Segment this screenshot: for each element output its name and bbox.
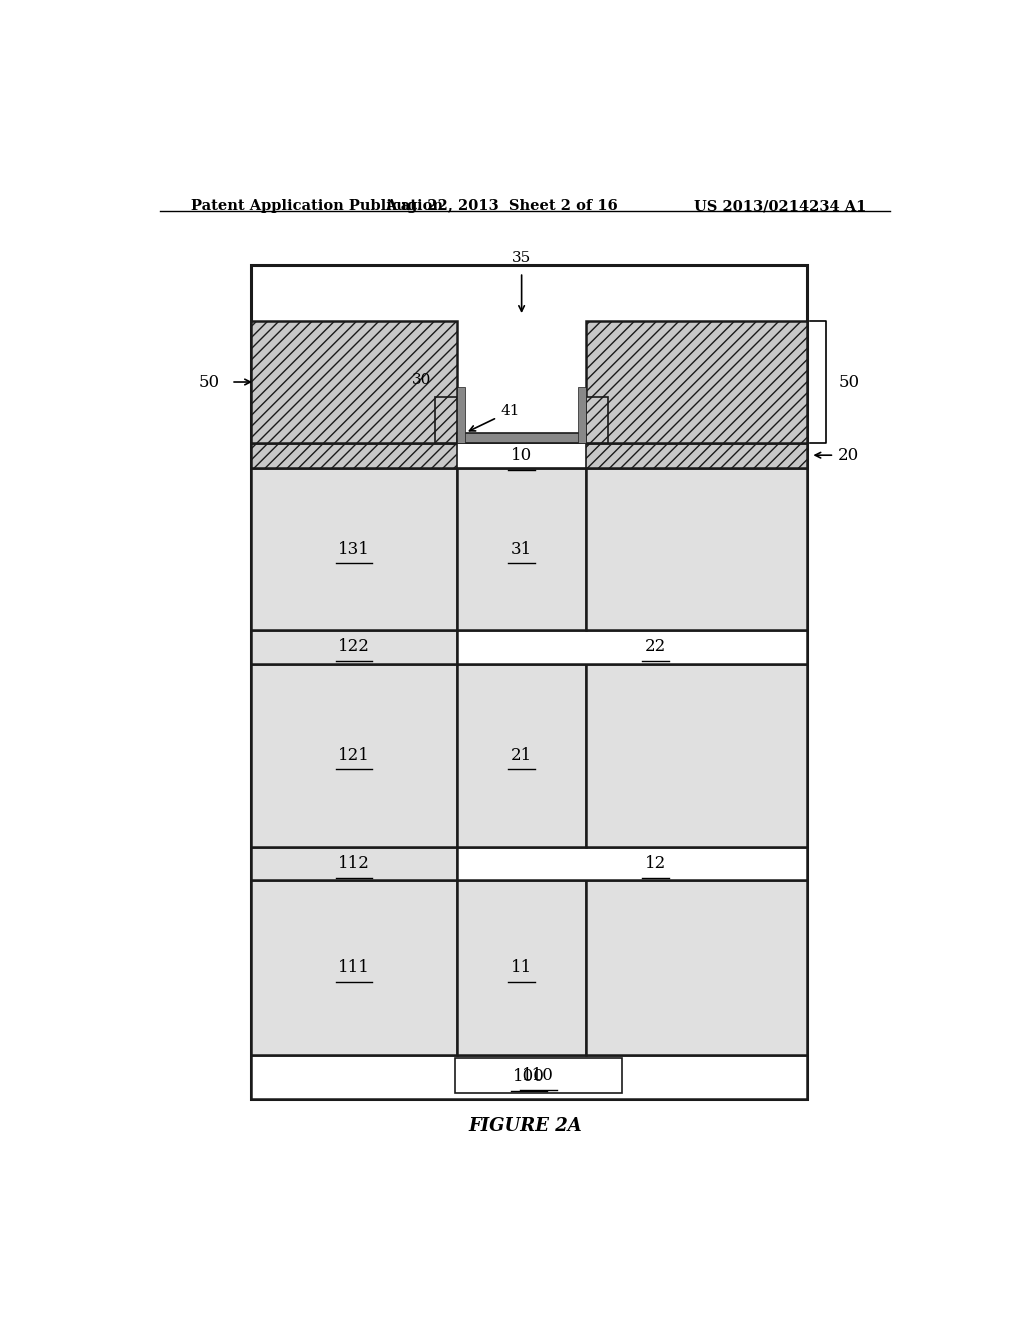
- Bar: [251, 630, 458, 664]
- Bar: [251, 265, 807, 1098]
- Bar: [435, 397, 458, 444]
- Text: 41: 41: [501, 404, 520, 417]
- Bar: [251, 469, 458, 630]
- Text: 122: 122: [338, 639, 370, 655]
- Bar: [586, 397, 608, 444]
- Bar: [458, 469, 586, 630]
- Text: 31: 31: [511, 541, 532, 558]
- Bar: [578, 387, 586, 444]
- Text: 21: 21: [511, 747, 532, 763]
- Bar: [586, 469, 807, 630]
- Text: US 2013/0214234 A1: US 2013/0214234 A1: [693, 199, 866, 213]
- Bar: [586, 321, 807, 444]
- Text: 11: 11: [511, 958, 532, 975]
- Bar: [458, 433, 586, 444]
- Text: Patent Application Publication: Patent Application Publication: [191, 199, 443, 213]
- Bar: [251, 1055, 807, 1098]
- Bar: [458, 630, 807, 664]
- Text: Aug. 22, 2013  Sheet 2 of 16: Aug. 22, 2013 Sheet 2 of 16: [385, 199, 617, 213]
- Bar: [251, 321, 458, 444]
- Bar: [251, 846, 458, 880]
- Text: 22: 22: [645, 639, 667, 655]
- Bar: [251, 444, 807, 469]
- Text: 110: 110: [522, 1067, 554, 1084]
- Text: 112: 112: [338, 855, 370, 871]
- Bar: [458, 387, 465, 444]
- Bar: [458, 846, 807, 880]
- Text: 100: 100: [513, 1068, 545, 1085]
- Text: 12: 12: [645, 855, 667, 871]
- Bar: [458, 444, 586, 469]
- Text: 121: 121: [338, 747, 370, 763]
- Text: 10: 10: [511, 447, 532, 465]
- Text: 30: 30: [412, 374, 431, 387]
- Bar: [455, 1057, 622, 1093]
- Text: 50: 50: [839, 374, 859, 391]
- Text: 111: 111: [338, 958, 370, 975]
- Text: 35: 35: [512, 251, 531, 265]
- Bar: [458, 880, 586, 1055]
- Bar: [586, 664, 807, 846]
- Bar: [251, 664, 458, 846]
- Text: FIGURE 2A: FIGURE 2A: [468, 1117, 582, 1135]
- Bar: [251, 880, 458, 1055]
- Text: 20: 20: [839, 446, 859, 463]
- Text: 131: 131: [338, 541, 370, 558]
- Bar: [586, 880, 807, 1055]
- Text: 50: 50: [198, 374, 219, 391]
- Bar: [458, 664, 586, 846]
